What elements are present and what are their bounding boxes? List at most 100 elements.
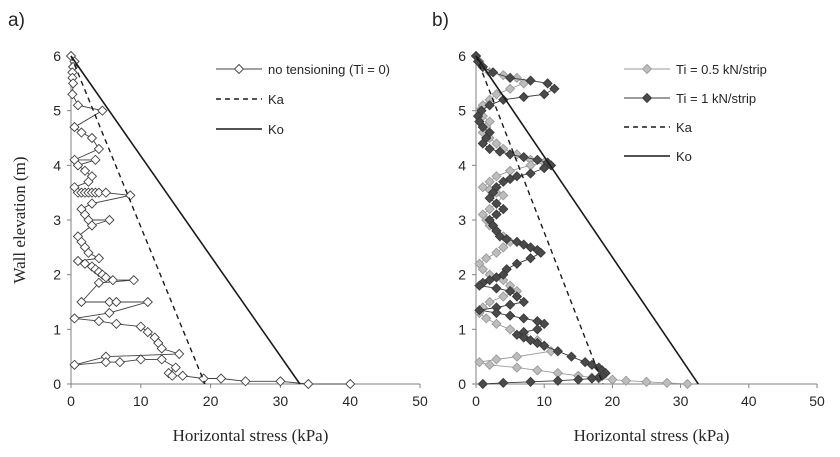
- data-point: [275, 376, 286, 387]
- data-point: [86, 198, 98, 209]
- data-point: [549, 83, 560, 94]
- data-point: [170, 362, 181, 373]
- data-point: [72, 255, 84, 267]
- data-point: [511, 291, 523, 302]
- data-point: [345, 378, 356, 390]
- data-point: [104, 214, 115, 226]
- x-axis-title: Horizontal stress (kPa): [574, 426, 730, 445]
- data-point: [481, 253, 492, 264]
- legend-entry: Ko: [624, 149, 692, 164]
- legend-label: Ti = 0.5 kN/strip: [676, 62, 767, 77]
- y-tick-label: 0: [458, 376, 466, 392]
- data-point: [156, 343, 167, 354]
- data-point: [135, 321, 146, 332]
- data-point: [491, 138, 502, 149]
- data-point: [491, 209, 502, 220]
- data-point: [177, 370, 188, 381]
- data-point: [504, 310, 516, 321]
- data-point: [76, 296, 87, 308]
- data-point: [484, 143, 495, 155]
- y-axis-title: Wall elevation (m): [10, 156, 29, 283]
- data-point: [474, 305, 485, 316]
- data-point: [481, 313, 492, 324]
- series-ka: [475, 55, 604, 385]
- data-point: [484, 203, 495, 215]
- series-ko: [70, 55, 301, 385]
- data-point: [504, 83, 516, 94]
- data-point: [86, 220, 98, 231]
- data-point: [525, 75, 536, 86]
- y-tick-label: 2: [458, 267, 466, 283]
- data-point: [72, 160, 84, 171]
- data-point: [491, 318, 502, 330]
- x-tick-label: 10: [133, 393, 149, 409]
- legend-marker: [641, 92, 653, 104]
- data-point: [167, 370, 178, 381]
- data-point: [511, 258, 523, 269]
- data-point: [477, 264, 488, 275]
- data-point: [142, 296, 153, 308]
- data-point: [661, 377, 673, 389]
- data-point: [607, 374, 618, 385]
- y-tick-label: 6: [53, 48, 61, 64]
- data-point: [511, 362, 523, 373]
- y-tick-label: 3: [53, 212, 61, 228]
- x-tick-label: 30: [273, 393, 289, 409]
- legend-label: Ka: [268, 92, 285, 107]
- data-point: [511, 351, 523, 362]
- data-point: [498, 377, 509, 389]
- data-point: [542, 78, 553, 89]
- data-point: [532, 324, 543, 335]
- data-point: [525, 376, 536, 387]
- data-point: [511, 171, 523, 182]
- x-tick-label: 0: [67, 393, 75, 409]
- data-point: [539, 340, 550, 351]
- data-point: [504, 324, 516, 335]
- data-point: [504, 72, 516, 84]
- data-point: [240, 376, 251, 387]
- x-tick-label: 20: [203, 393, 219, 409]
- data-point: [69, 359, 80, 371]
- legend-entry: no tensioning (Ti = 0): [216, 62, 390, 77]
- data-point: [97, 105, 108, 116]
- ko-line: [70, 55, 301, 385]
- legend-entry: Ka: [624, 120, 693, 135]
- data-point: [498, 242, 509, 253]
- series-measured-1: [470, 50, 611, 390]
- data-point: [198, 373, 209, 384]
- data-point: [93, 143, 105, 155]
- data-point: [79, 165, 91, 176]
- y-tick-label: 2: [53, 267, 61, 283]
- data-point: [525, 168, 536, 179]
- x-tick-label: 40: [741, 393, 757, 409]
- data-point: [498, 94, 509, 105]
- series-line: [475, 55, 688, 385]
- data-point: [156, 354, 167, 365]
- x-tick-label: 50: [412, 393, 428, 409]
- legend-label: Ti = 1 kN/strip: [676, 91, 756, 106]
- data-point: [93, 253, 105, 264]
- data-point: [491, 89, 502, 100]
- data-point: [477, 121, 488, 133]
- data-point: [474, 356, 485, 368]
- data-point: [93, 315, 105, 327]
- data-point: [128, 274, 139, 286]
- data-point: [682, 378, 693, 390]
- data-point: [93, 187, 105, 198]
- data-point: [484, 192, 495, 204]
- data-point: [93, 277, 105, 289]
- data-point: [491, 307, 502, 319]
- data-point: [69, 313, 80, 324]
- y-tick-label: 5: [53, 103, 61, 119]
- data-point: [69, 121, 80, 133]
- y-tick-label: 3: [458, 212, 466, 228]
- series-ko: [475, 55, 699, 385]
- data-point: [100, 187, 112, 198]
- data-point: [525, 253, 536, 264]
- series-line: [475, 55, 607, 385]
- data-point: [532, 154, 543, 166]
- x-tick-label: 40: [342, 393, 358, 409]
- legend-marker: [641, 63, 653, 75]
- data-point: [174, 348, 185, 360]
